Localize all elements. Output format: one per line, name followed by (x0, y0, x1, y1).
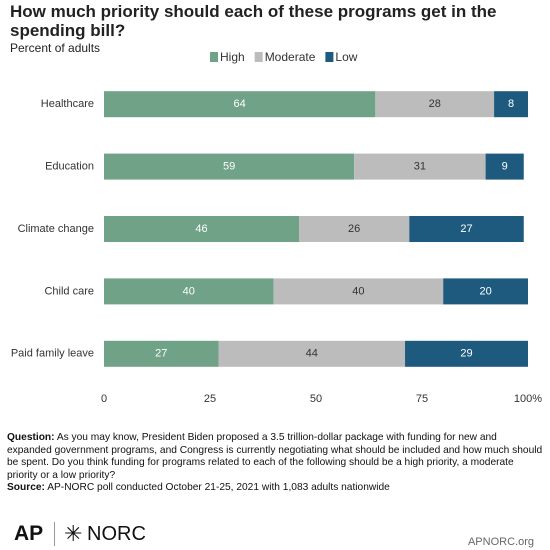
bar-segment (375, 91, 495, 118)
x-tick-label: 50 (310, 393, 322, 405)
logo-asterisk: ✳ (64, 521, 83, 546)
value-label: 27 (460, 223, 472, 235)
legend-label: Moderate (265, 50, 316, 64)
y-tick-label: Education (45, 161, 94, 173)
bar-segment (494, 91, 528, 118)
bar-segment (218, 340, 406, 367)
bar-segment (273, 278, 444, 305)
value-label: 64 (234, 98, 246, 110)
legend-swatch (254, 52, 263, 62)
source-label: Source: (7, 482, 45, 494)
question: Question: As you may know, President Bid… (7, 432, 543, 482)
legend-label: High (220, 50, 245, 64)
site: APNORC.org (467, 536, 534, 548)
bar-segment (104, 91, 376, 118)
chart-subtitle: Percent of adults (10, 41, 101, 55)
y-tick-label: Paid family leave (11, 348, 94, 360)
bar-segment (485, 153, 524, 180)
logo-ap: AP (14, 522, 44, 545)
footnote: Question: As you may know, President Bid… (7, 432, 543, 495)
x-tick-label: 0 (101, 393, 107, 405)
bar-segment (299, 216, 410, 242)
value-label: 9 (502, 161, 508, 173)
logos: AP ✳ NORC APNORC.org (14, 520, 534, 548)
x-tick-label: 25 (204, 393, 216, 405)
bar-segment (104, 340, 219, 367)
value-label: 20 (479, 285, 491, 297)
chart: High Moderate Low 0 25 50 75 100% Healthcare 64 28… (11, 50, 542, 405)
bar-segment (443, 278, 528, 305)
value-label: 8 (508, 98, 514, 110)
value-label: 44 (306, 348, 318, 360)
logo-norc: NORC (87, 523, 146, 545)
value-label: 26 (348, 223, 360, 235)
x-tick-label: 100% (514, 393, 542, 405)
value-label: 46 (195, 223, 207, 235)
value-label: 40 (352, 285, 364, 297)
logo-divider (54, 522, 55, 546)
legend-swatch (325, 52, 334, 62)
value-label: 40 (183, 285, 195, 297)
chart-title: How much priority should each of these p… (10, 2, 497, 40)
question-label: Question: (7, 432, 55, 443)
legend-swatch (210, 52, 218, 62)
bar-segment (409, 216, 524, 242)
value-label: 31 (414, 161, 426, 173)
y-tick-label: Child care (44, 285, 94, 297)
bar-segment (354, 153, 486, 180)
bar-segment (104, 216, 300, 242)
y-tick-label: Healthcare (41, 98, 94, 110)
x-tick-label: 75 (416, 393, 428, 405)
source: Source: AP-NORC poll conducted October 2… (7, 482, 543, 495)
value-label: 28 (429, 98, 441, 110)
question-text: As you may know, President Biden propose… (7, 432, 543, 481)
bar-segment (104, 278, 274, 305)
value-label: 59 (223, 161, 235, 173)
bar-segment (104, 153, 355, 180)
bar-segment (405, 340, 528, 367)
legend-label: Low (335, 50, 357, 64)
value-label: 27 (155, 348, 167, 360)
source-text: AP-NORC poll conducted October 21-25, 20… (47, 482, 390, 494)
value-label: 29 (460, 348, 472, 360)
y-tick-label: Climate change (18, 223, 94, 235)
